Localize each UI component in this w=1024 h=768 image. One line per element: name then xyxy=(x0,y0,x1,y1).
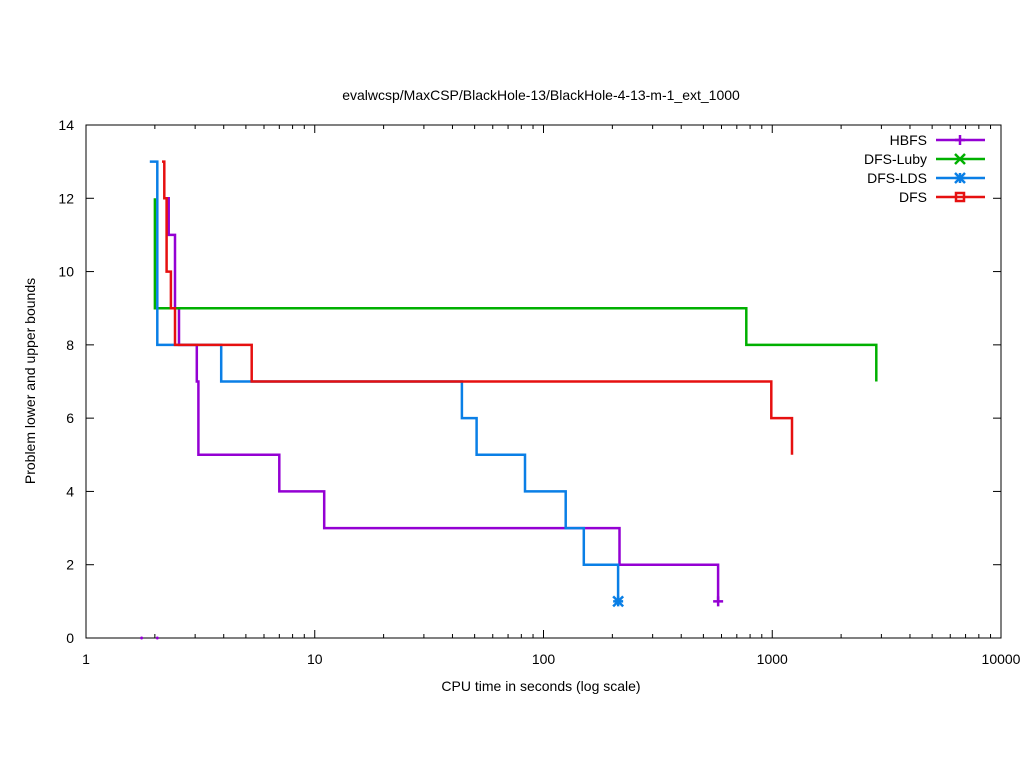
y-tick-label: 6 xyxy=(66,410,74,426)
series-line-dfs-luby xyxy=(153,198,878,382)
legend-marker xyxy=(955,135,965,145)
y-tick-label: 14 xyxy=(58,117,74,133)
y-tick-label: 2 xyxy=(66,557,74,573)
y-tick-label: 4 xyxy=(66,483,74,499)
legend-label: DFS xyxy=(899,189,927,205)
y-axis-label: Problem lower and upper bounds xyxy=(22,278,38,484)
legend-marker xyxy=(954,191,966,203)
series-lines xyxy=(140,160,878,640)
series-line-dfs xyxy=(162,160,794,455)
x-axis-label: CPU time in seconds (log scale) xyxy=(441,678,640,694)
series-end-marker xyxy=(713,596,724,607)
chart-title: evalwcsp/MaxCSP/BlackHole-13/BlackHole-4… xyxy=(342,87,740,103)
legend-marker xyxy=(954,153,966,165)
series-line-hbfs xyxy=(164,197,720,602)
series-end-marker xyxy=(612,595,625,608)
y-tick-label: 10 xyxy=(58,264,74,280)
y-tick-label: 12 xyxy=(58,190,74,206)
x-tick-label: 10000 xyxy=(982,651,1021,667)
x-tick-label: 1 xyxy=(82,651,90,667)
legend-label: HBFS xyxy=(890,132,927,148)
x-tick-label: 1000 xyxy=(757,651,788,667)
x-tick-label: 10 xyxy=(307,651,323,667)
legend: HBFS DFS-Luby DFS-LDS DFS xyxy=(864,132,985,205)
lower-bound-point xyxy=(140,636,144,640)
legend-label: DFS-LDS xyxy=(867,170,927,186)
y-tick-label: 0 xyxy=(66,630,74,646)
lower-bound-point xyxy=(155,636,159,640)
x-tick-label: 100 xyxy=(532,651,556,667)
legend-label: DFS-Luby xyxy=(864,151,927,167)
axis-ticks: 1 10 100 1000 10000 0 2 4 6 8 10 12 14 xyxy=(58,117,1020,667)
legend-marker xyxy=(954,172,966,184)
y-tick-label: 8 xyxy=(66,337,74,353)
